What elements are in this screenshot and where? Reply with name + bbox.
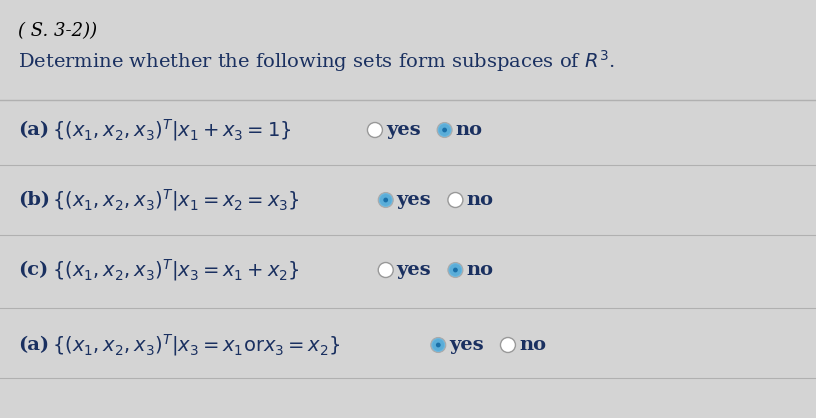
Text: yes: yes [386,121,420,139]
Text: $\{(x_1, x_2, x_3)^T|x_3 = x_1 + x_2\}$: $\{(x_1, x_2, x_3)^T|x_3 = x_1 + x_2\}$ [52,257,299,283]
Circle shape [436,343,441,347]
Circle shape [442,127,447,133]
Text: (b): (b) [18,191,50,209]
Text: yes: yes [397,191,432,209]
Circle shape [432,339,444,351]
Text: no: no [519,336,546,354]
Text: (a): (a) [18,121,49,139]
Text: no: no [467,261,494,279]
Circle shape [500,337,516,352]
Text: ( S. 3-2)): ( S. 3-2)) [18,22,97,40]
Circle shape [450,264,461,276]
Text: (c): (c) [18,261,48,279]
Circle shape [431,337,446,352]
Text: no: no [455,121,482,139]
Text: $\{(x_1, x_2, x_3)^T|x_1 = x_2 = x_3\}$: $\{(x_1, x_2, x_3)^T|x_1 = x_2 = x_3\}$ [52,187,299,213]
Circle shape [448,193,463,207]
Circle shape [453,268,458,273]
Text: (a): (a) [18,336,49,354]
Text: $\{(x_1, x_2, x_3)^T|x_1 + x_3 = 1\}$: $\{(x_1, x_2, x_3)^T|x_1 + x_3 = 1\}$ [52,117,291,143]
Circle shape [379,263,393,278]
Circle shape [379,193,393,207]
Text: yes: yes [397,261,432,279]
Text: yes: yes [450,336,484,354]
Circle shape [367,122,383,138]
Text: no: no [467,191,494,209]
Circle shape [380,194,392,206]
Circle shape [439,124,450,136]
Circle shape [448,263,463,278]
Text: $\{(x_1, x_2, x_3)^T|x_3 = x_1\mathrm{or}x_3 = x_2\}$: $\{(x_1, x_2, x_3)^T|x_3 = x_1\mathrm{or… [52,332,340,358]
Circle shape [384,198,388,202]
Circle shape [437,122,452,138]
Text: Determine whether the following sets form subspaces of $R^3$.: Determine whether the following sets for… [18,48,614,74]
